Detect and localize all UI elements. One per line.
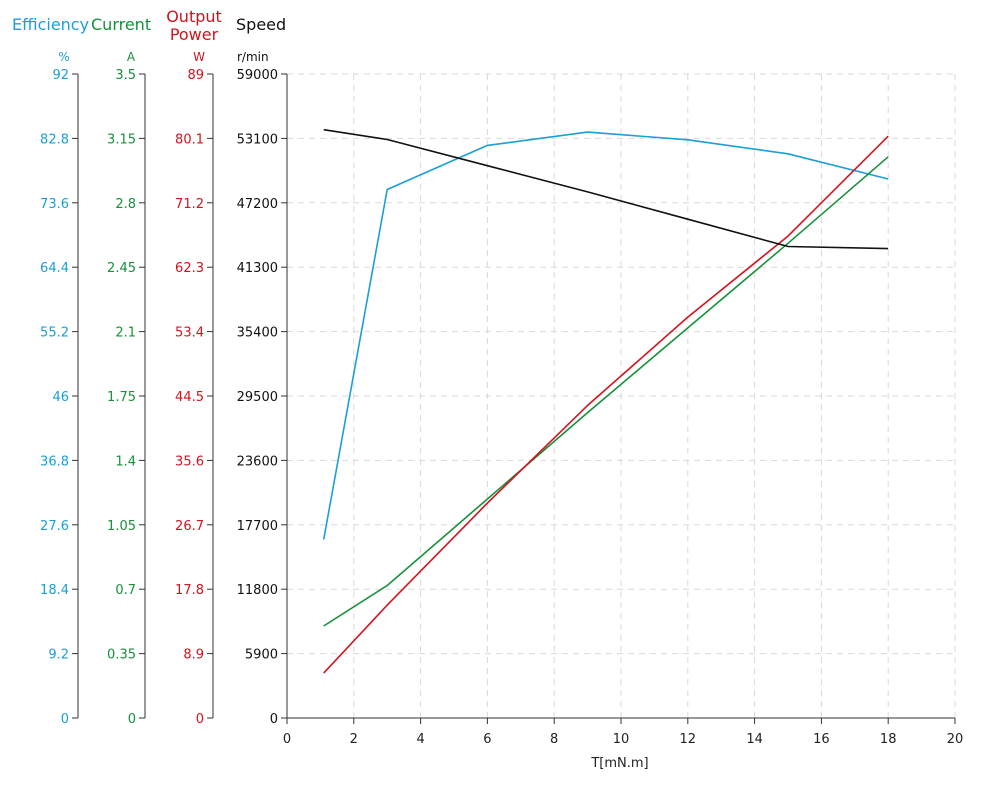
speed-tick-label: 23600 [237, 454, 278, 469]
efficiency-tick-label: 18.4 [40, 583, 69, 598]
efficiency-tick-label: 9.2 [48, 648, 69, 663]
grid-lines [287, 73, 956, 718]
speed-tick-label: 5900 [245, 648, 278, 663]
speed-header: Speed [236, 15, 286, 34]
efficiency-unit: % [58, 50, 69, 64]
output-power-tick-label: 8.9 [183, 648, 204, 663]
x-tick-label: 8 [550, 732, 558, 747]
efficiency-series-line [322, 131, 889, 540]
efficiency-tick-label: 82.8 [40, 132, 69, 147]
speed-tick-label: 41300 [237, 261, 278, 276]
current-tick-label: 2.8 [115, 197, 136, 212]
current-series-line [323, 156, 889, 627]
output-power-header-line1: Output [166, 7, 222, 26]
speed-series-line [323, 128, 889, 250]
efficiency-tick-label: 0 [61, 712, 69, 727]
efficiency-tick-label: 46 [52, 390, 69, 405]
x-tick-label: 6 [483, 732, 491, 747]
current-unit: A [127, 50, 136, 64]
x-tick-label: 2 [350, 732, 358, 747]
efficiency-tick-label: 73.6 [40, 197, 69, 212]
speed-tick-label: 35400 [237, 326, 278, 341]
output-power-tick-label: 62.3 [175, 261, 204, 276]
speed-tick-label: 53100 [237, 132, 278, 147]
speed-tick-label: 17700 [237, 519, 278, 534]
current-tick-label: 3.15 [107, 132, 136, 147]
efficiency-tick-label: 92 [52, 68, 69, 83]
axes: %09.218.427.636.84655.264.473.682.892A00… [40, 50, 963, 747]
x-axis-label: T[mN.m] [590, 756, 648, 771]
efficiency-tick-label: 55.2 [40, 326, 69, 341]
output-power-tick-label: 89 [187, 68, 204, 83]
speed-tick-label: 47200 [237, 197, 278, 212]
current-tick-label: 2.45 [107, 261, 136, 276]
x-tick-label: 18 [880, 732, 897, 747]
current-tick-label: 0.7 [115, 583, 136, 598]
output-power-tick-label: 17.8 [175, 583, 204, 598]
speed-tick-label: 0 [270, 712, 278, 727]
current-tick-label: 1.05 [107, 519, 136, 534]
x-tick-label: 14 [746, 732, 763, 747]
current-tick-label: 2.1 [115, 326, 136, 341]
x-tick-label: 10 [613, 732, 630, 747]
current-tick-label: 0.35 [107, 648, 136, 663]
output-power-tick-label: 35.6 [175, 454, 204, 469]
x-tick-label: 16 [813, 732, 830, 747]
output-power-tick-label: 80.1 [175, 132, 204, 147]
current-tick-label: 1.75 [107, 390, 136, 405]
x-tick-label: 20 [947, 732, 964, 747]
efficiency-header: Efficiency [12, 15, 89, 34]
output-power-header-line2: Power [170, 25, 219, 44]
speed-tick-label: 11800 [237, 583, 278, 598]
x-tick-label: 12 [680, 732, 697, 747]
current-tick-label: 3.5 [115, 68, 136, 83]
data-series [322, 128, 889, 674]
speed-unit: r/min [237, 50, 269, 64]
output-power-tick-label: 0 [196, 712, 204, 727]
output-power-tick-label: 44.5 [175, 390, 204, 405]
current-header: Current [91, 15, 151, 34]
output-power-unit: W [193, 50, 205, 64]
speed-tick-label: 59000 [237, 68, 278, 83]
output-power-tick-label: 53.4 [175, 326, 204, 341]
speed-tick-label: 29500 [237, 390, 278, 405]
efficiency-tick-label: 36.8 [40, 454, 69, 469]
output-power-tick-label: 71.2 [175, 197, 204, 212]
x-tick-label: 4 [416, 732, 424, 747]
current-tick-label: 0 [128, 712, 136, 727]
efficiency-tick-label: 64.4 [40, 261, 69, 276]
axis-headers: Efficiency Current Output Power Speed [12, 7, 286, 44]
current-tick-label: 1.4 [115, 454, 136, 469]
x-tick-label: 0 [283, 732, 291, 747]
output-power-tick-label: 26.7 [175, 519, 204, 534]
efficiency-tick-label: 27.6 [40, 519, 69, 534]
output-power-series-line [323, 135, 889, 674]
